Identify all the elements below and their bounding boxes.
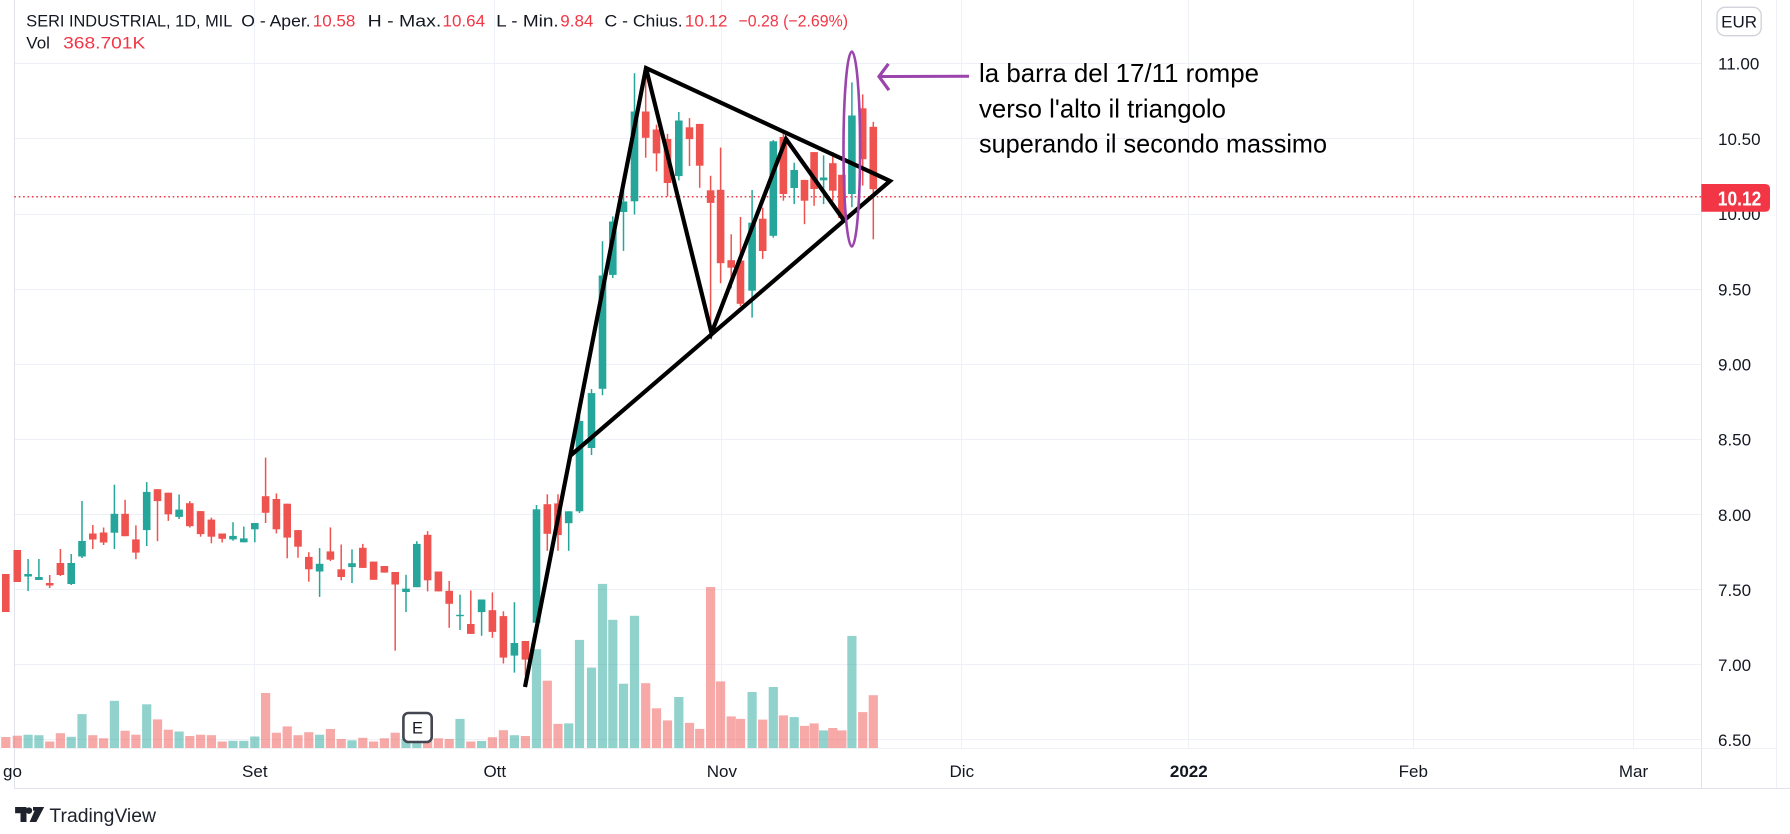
svg-text:8.00: 8.00 <box>1718 506 1751 525</box>
svg-text:Feb: Feb <box>1399 762 1428 781</box>
svg-text:la barra del 17/11 rompe: la barra del 17/11 rompe <box>979 58 1259 88</box>
svg-text:10.12: 10.12 <box>1718 189 1762 211</box>
svg-text:10.50: 10.50 <box>1718 130 1761 149</box>
svg-text:8.50: 8.50 <box>1718 431 1751 450</box>
svg-text:7.00: 7.00 <box>1718 656 1751 675</box>
svg-text:E: E <box>412 720 423 738</box>
svg-text:11.00: 11.00 <box>1718 55 1759 74</box>
svg-text:2022: 2022 <box>1170 762 1208 781</box>
svg-text:Mar: Mar <box>1619 762 1649 781</box>
svg-text:Dic: Dic <box>950 762 975 781</box>
svg-text:7.50: 7.50 <box>1718 581 1751 600</box>
svg-text:6.50: 6.50 <box>1718 731 1751 750</box>
svg-text:verso l'alto il triangolo: verso l'alto il triangolo <box>979 93 1226 123</box>
svg-text:9.00: 9.00 <box>1718 355 1751 374</box>
svg-text:superando il secondo massimo: superando il secondo massimo <box>979 129 1327 159</box>
svg-text:Set: Set <box>242 762 268 781</box>
svg-text:9.50: 9.50 <box>1718 280 1751 299</box>
svg-text:Ott: Ott <box>483 762 506 781</box>
svg-text:go: go <box>3 762 22 781</box>
svg-text:EUR: EUR <box>1721 13 1757 32</box>
svg-text:TradingView: TradingView <box>49 806 156 827</box>
svg-text:Nov: Nov <box>707 762 738 781</box>
